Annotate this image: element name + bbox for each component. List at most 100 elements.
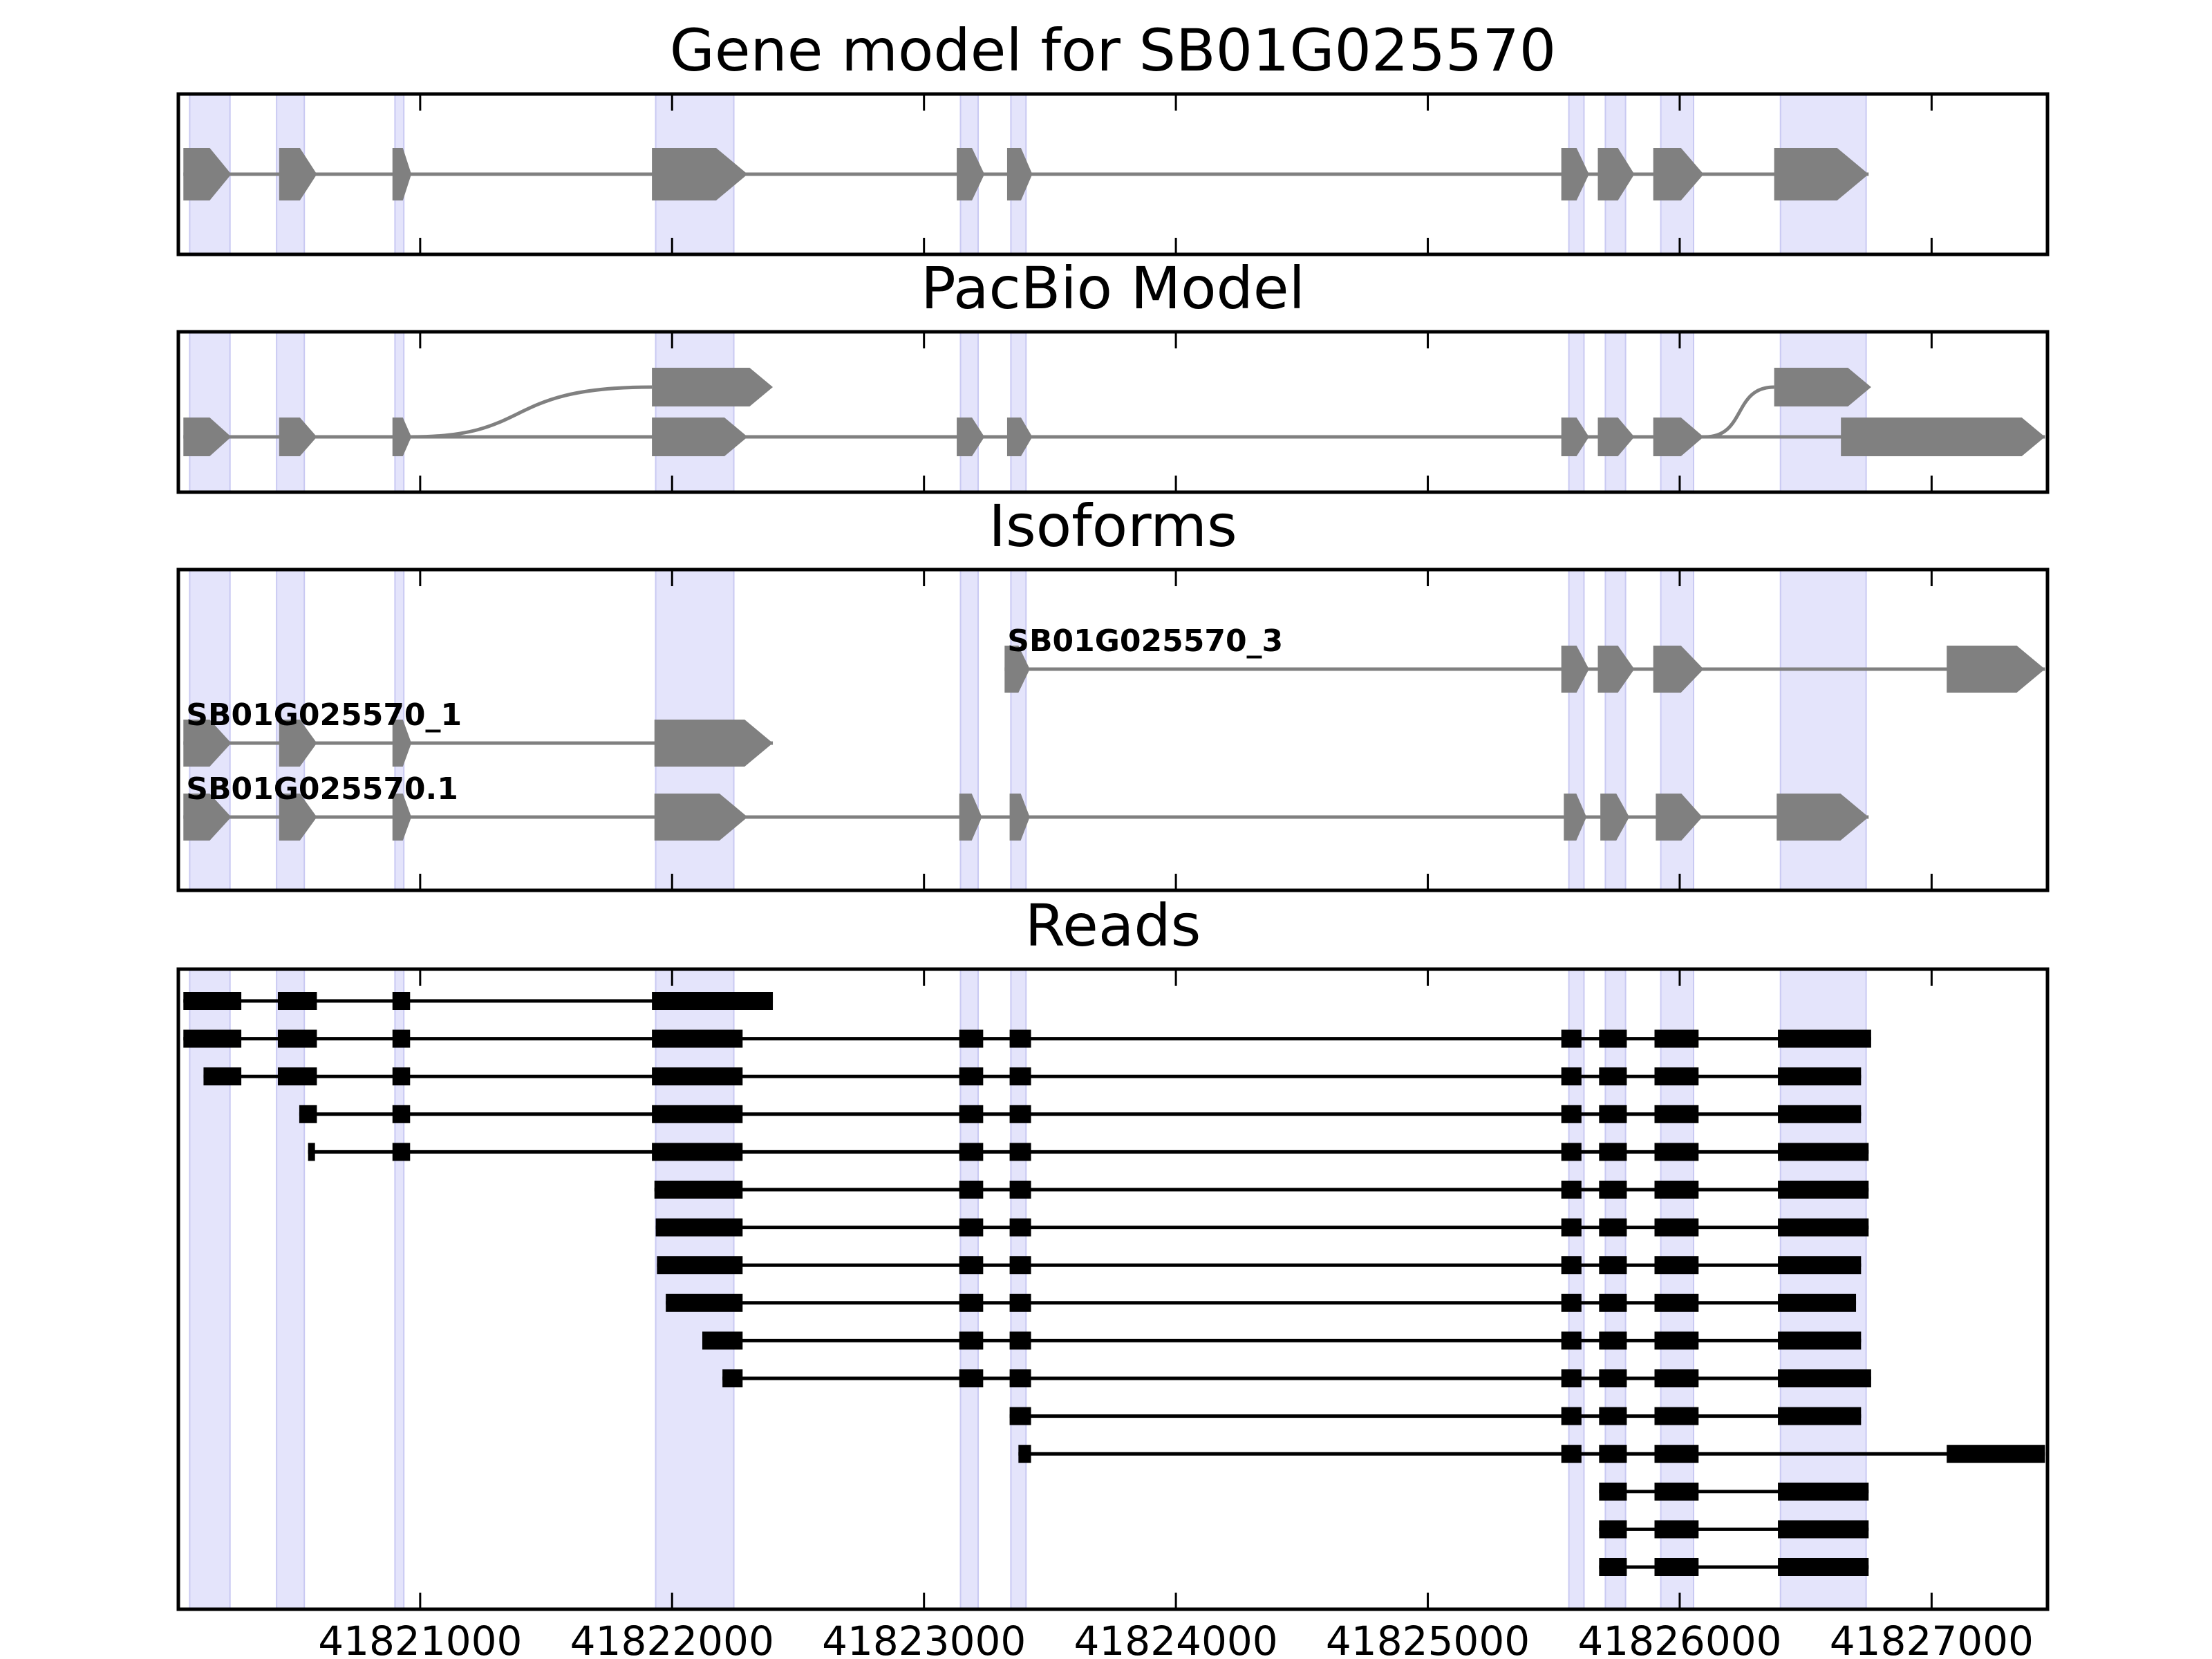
splice-curve <box>411 385 653 439</box>
read-block <box>1778 1256 1862 1275</box>
read-block <box>1599 1067 1627 1086</box>
read-block <box>1654 1482 1699 1501</box>
exon-arrow <box>279 418 317 456</box>
panel-title: PacBio Model <box>921 254 1305 322</box>
exon-arrow <box>1006 418 1033 456</box>
x-tick-label: 41823000 <box>822 1618 1026 1659</box>
exon-highlight-band <box>394 968 405 1610</box>
exon-arrow <box>392 148 412 200</box>
exon-arrow <box>1561 418 1589 456</box>
panel-1: PacBio Model <box>176 254 2050 494</box>
read-block <box>1599 1520 1627 1539</box>
isoform-label: SB01G025570_1 <box>186 697 462 733</box>
read-12 <box>1018 1445 2045 1463</box>
read-block <box>1009 1293 1031 1312</box>
read-5 <box>654 1181 1869 1199</box>
read-block <box>1654 1218 1699 1237</box>
read-7 <box>657 1256 1862 1275</box>
read-block <box>652 1143 743 1161</box>
exon-arrow <box>1653 646 1704 693</box>
read-block <box>959 1067 984 1086</box>
read-block <box>959 1369 984 1387</box>
read-block <box>1561 1105 1582 1123</box>
panel-title: Reads <box>1025 892 1201 959</box>
read-block <box>277 1029 317 1048</box>
read-14 <box>1599 1520 1869 1539</box>
exon-highlight-band <box>1010 569 1027 891</box>
read-11 <box>1009 1407 1862 1425</box>
read-block <box>1778 1067 1862 1086</box>
exon-highlight-band <box>1568 968 1585 1610</box>
exon-arrow <box>652 148 748 200</box>
exon-arrow <box>1774 368 1871 406</box>
read-block <box>1778 1293 1857 1312</box>
x-tick-label: 41825000 <box>1326 1618 1530 1659</box>
read-block <box>1654 1331 1699 1350</box>
read-block <box>1947 1445 2045 1463</box>
read-block <box>1778 1218 1869 1237</box>
read-block <box>959 1105 984 1123</box>
read-block <box>1654 1558 1699 1576</box>
read-0 <box>183 992 774 1010</box>
panel-frame <box>176 568 2050 892</box>
read-block <box>1009 1256 1031 1275</box>
exon-arrow <box>1774 148 1869 200</box>
exon-arrow <box>1600 794 1630 841</box>
read-block <box>183 1029 242 1048</box>
exon-arrow <box>1009 794 1030 841</box>
read-10 <box>722 1369 1871 1387</box>
panel-3: Reads <box>176 892 2050 1611</box>
read-block <box>1599 1558 1627 1576</box>
read-block <box>1561 1067 1582 1086</box>
exon-highlight-band <box>959 968 980 1610</box>
read-block <box>652 1105 743 1123</box>
read-block <box>666 1293 743 1312</box>
read-block <box>959 1143 984 1161</box>
splice-curve <box>1705 385 1774 439</box>
read-block <box>1778 1143 1869 1161</box>
read-block <box>392 992 411 1010</box>
read-block <box>722 1369 743 1387</box>
read-block <box>1654 1445 1699 1463</box>
exon-highlight-band <box>1010 331 1027 493</box>
read-block <box>1654 1407 1699 1425</box>
read-block <box>1778 1181 1869 1199</box>
read-block <box>1018 1445 1031 1463</box>
exon-highlight-band <box>1604 569 1627 891</box>
read-block <box>959 1331 984 1350</box>
exon-highlight-band <box>1604 968 1627 1610</box>
isoform-label: SB01G025570.1 <box>186 771 458 807</box>
exon-highlight-band <box>655 968 735 1610</box>
exon-highlight-band <box>1779 968 1867 1610</box>
panel-frame <box>176 330 2050 494</box>
read-block <box>1654 1029 1699 1048</box>
read-3 <box>299 1105 1862 1123</box>
read-block <box>1778 1029 1871 1048</box>
exon-arrow <box>392 720 412 767</box>
read-1 <box>183 1029 1871 1048</box>
exon-arrow <box>1653 148 1704 200</box>
exon-arrow <box>183 148 232 200</box>
exon-arrow <box>652 418 748 456</box>
read-block <box>655 1218 743 1237</box>
read-9 <box>702 1331 1862 1350</box>
read-block <box>1599 1105 1627 1123</box>
read-block <box>308 1143 315 1161</box>
read-block <box>1654 1369 1699 1387</box>
read-block <box>203 1067 242 1086</box>
read-block <box>1599 1482 1627 1501</box>
exon-arrow <box>1597 148 1635 200</box>
read-block <box>959 1293 984 1312</box>
read-block <box>392 1105 411 1123</box>
read-block <box>1599 1143 1627 1161</box>
read-block <box>654 1181 743 1199</box>
exon-arrow <box>1564 794 1587 841</box>
exon-arrow <box>392 418 412 456</box>
exon-arrow <box>1561 646 1589 693</box>
read-block <box>1778 1482 1869 1501</box>
read-block <box>1599 1331 1627 1350</box>
read-block <box>1561 1218 1582 1237</box>
exon-highlight-band <box>959 569 980 891</box>
read-block <box>1009 1143 1031 1161</box>
read-block <box>277 992 317 1010</box>
